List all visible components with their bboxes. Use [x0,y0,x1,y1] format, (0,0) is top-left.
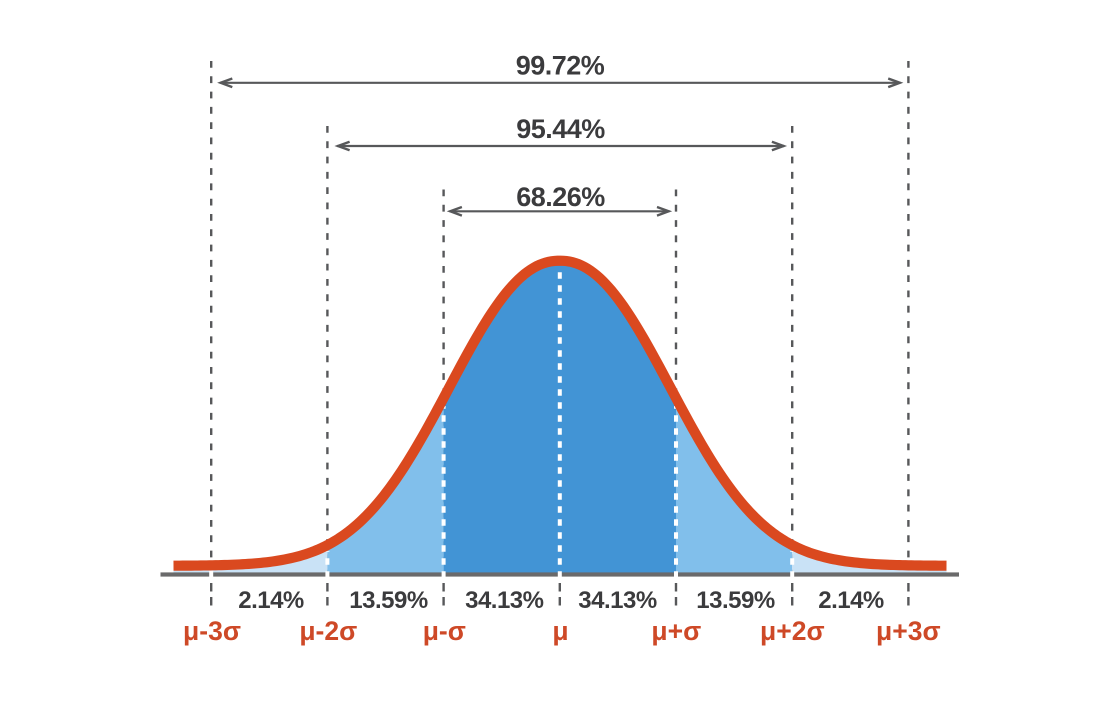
svg-text:μ+σ: μ+σ [651,616,701,646]
svg-text:μ-3σ: μ-3σ [183,616,241,646]
svg-text:μ-2σ: μ-2σ [299,616,357,646]
svg-text:99.72%: 99.72% [516,50,605,80]
svg-text:13.59%: 13.59% [349,587,428,614]
svg-text:μ-σ: μ-σ [423,616,466,646]
svg-text:2.14%: 2.14% [818,587,884,614]
svg-text:μ+3σ: μ+3σ [876,616,941,646]
svg-text:μ: μ [552,616,568,646]
svg-text:2.14%: 2.14% [238,587,304,614]
svg-text:34.13%: 34.13% [578,587,657,614]
svg-text:13.59%: 13.59% [696,587,775,614]
svg-text:68.26%: 68.26% [516,182,605,212]
svg-text:34.13%: 34.13% [465,587,544,614]
svg-text:μ+2σ: μ+2σ [760,616,825,646]
svg-text:95.44%: 95.44% [516,114,605,144]
